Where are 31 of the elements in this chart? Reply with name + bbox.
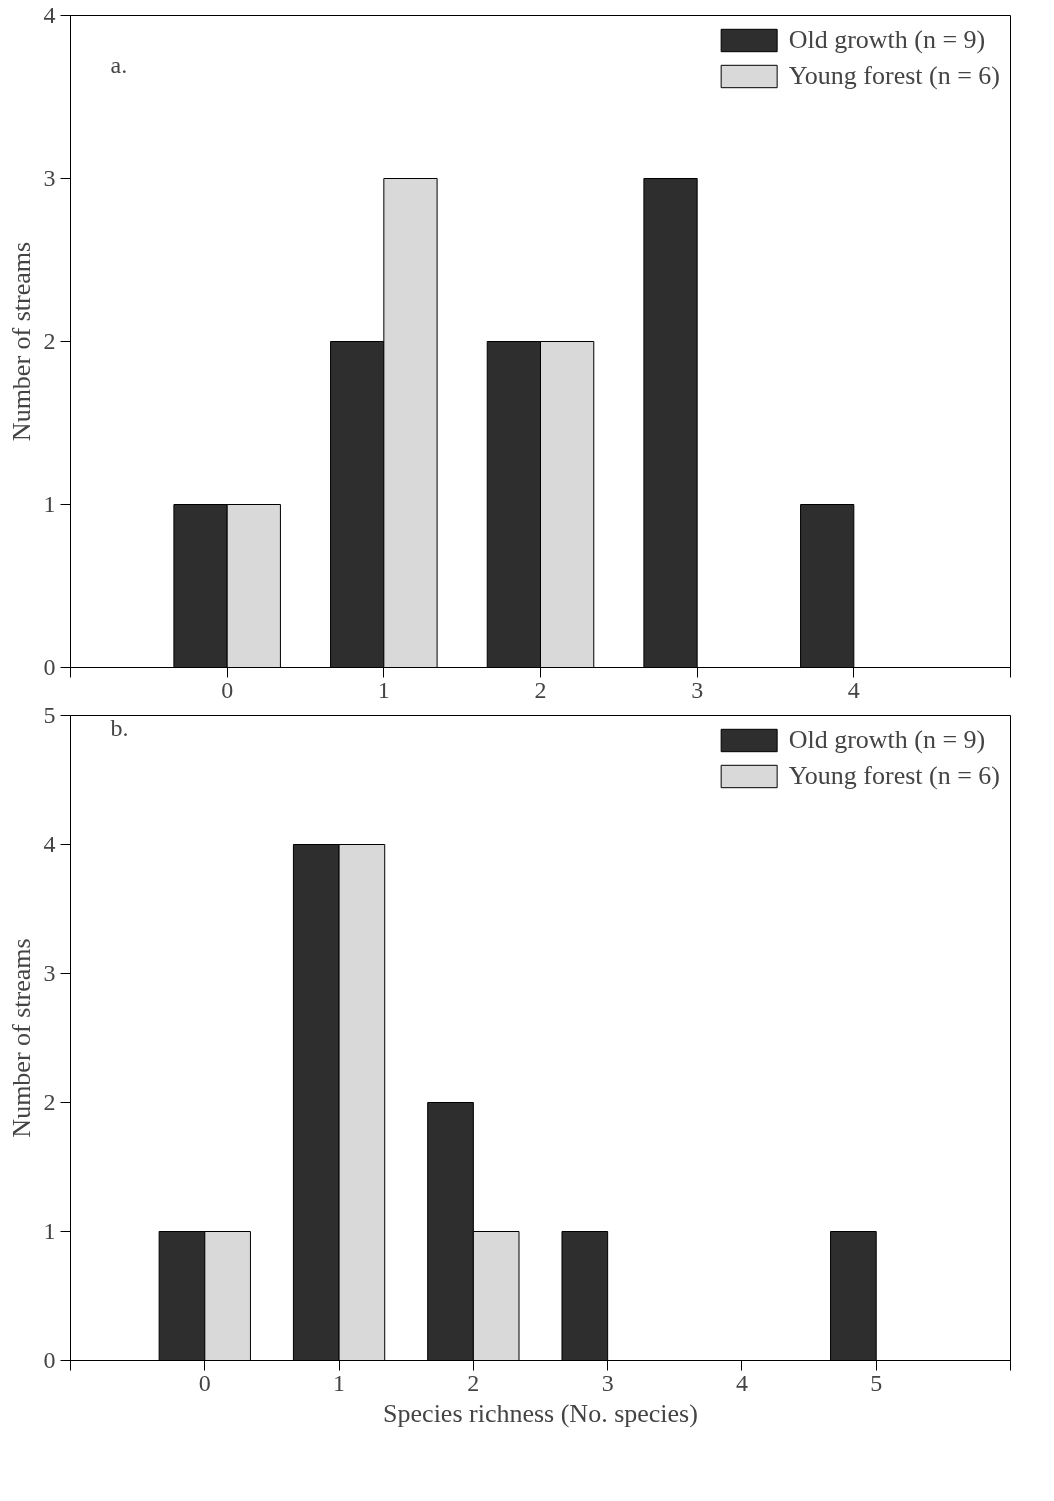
y-tick-label: 0 bbox=[43, 1347, 56, 1373]
x-tick-label: 5 bbox=[870, 1369, 883, 1396]
y-tick-label: 1 bbox=[43, 1218, 56, 1244]
y-axis-title: Number of streams bbox=[6, 938, 36, 1138]
x-tick-label: 1 bbox=[377, 676, 390, 703]
y-tick-label: 2 bbox=[43, 328, 56, 354]
x-axis-title: Species richness (No. species) bbox=[383, 1398, 698, 1428]
x-tick-label: 4 bbox=[735, 1369, 748, 1396]
legend-label: Young forest (n = 6) bbox=[788, 761, 1000, 791]
legend-label: Old growth (n = 9) bbox=[788, 725, 986, 755]
y-tick-label: 5 bbox=[43, 702, 56, 728]
y-tick-label: 4 bbox=[43, 831, 56, 857]
legend-label: Young forest (n = 6) bbox=[788, 61, 1000, 91]
x-tick-label: 0 bbox=[221, 676, 234, 703]
y-tick-label: 3 bbox=[43, 165, 56, 191]
y-tick-label: 0 bbox=[43, 654, 56, 680]
x-tick-label: 3 bbox=[691, 676, 704, 703]
legend-label: Old growth (n = 9) bbox=[788, 25, 986, 55]
y-tick-label: 1 bbox=[43, 491, 56, 517]
y-tick-label: 4 bbox=[43, 2, 56, 28]
annotation: a. bbox=[110, 51, 128, 78]
y-axis-title: Number of streams bbox=[6, 241, 36, 442]
x-tick-label: 3 bbox=[601, 1369, 614, 1396]
x-tick-label: 2 bbox=[467, 1369, 480, 1396]
x-tick-label: 0 bbox=[198, 1369, 211, 1396]
y-tick-label: 3 bbox=[43, 960, 56, 986]
x-tick-label: 4 bbox=[847, 676, 860, 703]
x-tick-label: 1 bbox=[333, 1369, 346, 1396]
annotation: b. bbox=[110, 714, 129, 741]
y-tick-label: 2 bbox=[43, 1089, 56, 1115]
x-tick-label: 2 bbox=[534, 676, 547, 703]
